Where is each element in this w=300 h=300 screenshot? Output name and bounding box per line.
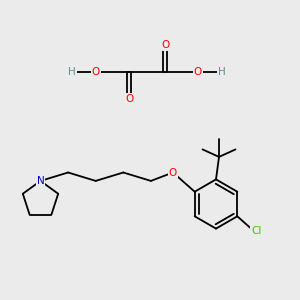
Text: O: O: [125, 94, 133, 104]
Text: O: O: [169, 167, 177, 178]
Text: H: H: [68, 67, 76, 77]
Text: O: O: [161, 40, 169, 50]
Text: Cl: Cl: [251, 226, 261, 236]
Text: O: O: [92, 67, 100, 77]
Text: N: N: [37, 176, 44, 186]
Text: O: O: [194, 67, 202, 77]
Text: H: H: [218, 67, 226, 77]
